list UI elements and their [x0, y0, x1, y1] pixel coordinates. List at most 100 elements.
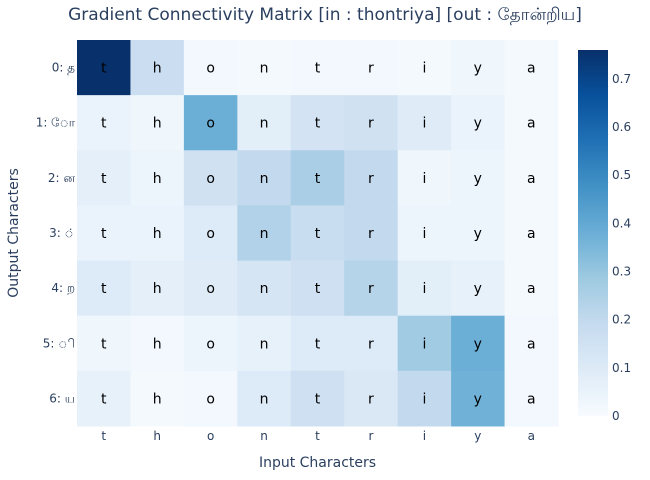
cell-label: y [474, 336, 482, 352]
x-tick-label: a [528, 429, 535, 443]
cell-label: y [474, 391, 482, 407]
x-tick-label: y [474, 429, 481, 443]
y-tick-label: 6: ய [49, 391, 75, 405]
cell-label: y [474, 281, 482, 297]
heatmap-cell [237, 205, 292, 262]
heatmap-cell [290, 260, 345, 317]
cell-label: t [315, 391, 321, 407]
heatmap-cell [183, 95, 238, 151]
colorbar [578, 50, 608, 416]
cell-label: y [474, 171, 482, 187]
heatmap-cell [130, 40, 185, 96]
y-axis-title: Output Characters [6, 168, 22, 298]
heatmap-cell [183, 260, 238, 317]
heatmap-cell [237, 95, 292, 151]
cell-label: n [260, 116, 269, 132]
cell-label: t [101, 336, 107, 352]
x-axis-title: Input Characters [259, 455, 376, 471]
cell-label: t [101, 226, 107, 242]
x-tick-label: n [260, 429, 268, 443]
cell-label: r [368, 281, 374, 297]
heatmap-cell [504, 150, 559, 206]
cell-label: n [260, 281, 269, 297]
heatmap-cell [77, 370, 131, 427]
heatmap-cell [77, 205, 131, 262]
heatmap-cell [77, 315, 131, 372]
heatmap-cell [130, 150, 185, 206]
y-tick-label: 3: ் [49, 226, 75, 240]
cell-label: a [527, 171, 536, 187]
heatmap-cell [504, 260, 559, 317]
heatmap-cell [397, 370, 452, 427]
heatmap-cell [504, 205, 559, 262]
cell-label: n [260, 391, 269, 407]
cell-label: r [368, 61, 374, 77]
cell-label: i [422, 281, 426, 297]
x-tick-label: t [315, 429, 320, 443]
heatmap-cell [77, 95, 131, 151]
heatmap-cell [451, 95, 506, 151]
cell-label: y [474, 116, 482, 132]
colorbar-tick-label: 0.6 [612, 120, 631, 134]
colorbar-tick-labels: 0 0.1 0.2 0.3 0.4 0.5 0.6 0.7 [612, 72, 631, 423]
cell-label: r [368, 226, 374, 242]
x-tick-label: i [423, 429, 426, 443]
cell-label: h [153, 171, 162, 187]
heatmap-cell [397, 260, 452, 317]
cell-label: y [474, 226, 482, 242]
cell-label: t [101, 171, 107, 187]
cell-label: t [315, 61, 321, 77]
cell-label: n [260, 336, 269, 352]
cell-label: i [422, 226, 426, 242]
y-tick-labels: 0: த 1: ோ 2: ன 3: ் 4: ற 5: ி 6: ய [36, 61, 76, 406]
heatmap-cell [344, 95, 399, 151]
cell-label: i [422, 61, 426, 77]
heatmap-cell [397, 205, 452, 262]
heatmap-cell [290, 95, 345, 151]
heatmap-cell [397, 150, 452, 206]
colorbar-tick-label: 0.3 [612, 265, 631, 279]
heatmap-cell [290, 370, 345, 427]
y-tick-label: 4: ற [51, 281, 75, 295]
cell-label: o [206, 116, 215, 132]
heatmap-cell [77, 150, 131, 206]
cell-label: t [315, 116, 321, 132]
heatmap-cell [451, 370, 506, 427]
heatmap-cell [451, 205, 506, 262]
heatmap-cell [77, 40, 131, 96]
cell-label: t [101, 61, 107, 77]
heatmap-cell [290, 315, 345, 372]
cell-label: a [527, 226, 536, 242]
heatmap-cell [397, 40, 452, 96]
cell-label: r [368, 391, 374, 407]
heatmap-cell [77, 260, 131, 317]
heatmap-cell [237, 370, 292, 427]
heatmap-cell [344, 40, 399, 96]
heatmap-cell [290, 40, 345, 96]
heatmap-cell [451, 260, 506, 317]
heatmap-cell [237, 150, 292, 206]
heatmap-cell [183, 370, 238, 427]
cell-label: r [368, 171, 374, 187]
heatmap-cell [183, 315, 238, 372]
heatmap-cell [451, 40, 506, 96]
heatmap-cells: t h o n t r i y a t h o n t r i y a t h o n t r i y a t h o n t r i y a t h o n… [77, 40, 559, 427]
heatmap-cell [130, 315, 185, 372]
cell-label: r [368, 116, 374, 132]
cell-label: t [101, 391, 107, 407]
colorbar-tick-label: 0.5 [612, 168, 631, 182]
colorbar-tick-label: 0 [612, 409, 620, 423]
heatmap-cell [183, 150, 238, 206]
cell-label: h [153, 116, 162, 132]
cell-label: t [315, 226, 321, 242]
cell-label: t [315, 281, 321, 297]
heatmap-cell [130, 95, 185, 151]
y-tick-label: 2: ன [48, 171, 75, 185]
x-tick-label: r [368, 429, 373, 443]
cell-label: a [527, 391, 536, 407]
cell-label: o [206, 171, 215, 187]
heatmap-cell [344, 150, 399, 206]
cell-label: i [422, 391, 426, 407]
heatmap-cell [344, 370, 399, 427]
cell-label: i [422, 116, 426, 132]
